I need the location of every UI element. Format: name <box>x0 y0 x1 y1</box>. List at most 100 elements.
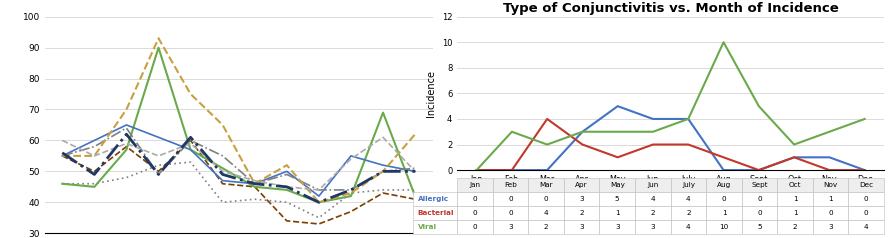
Viral <box>506 130 517 133</box>
2010 <box>57 182 68 185</box>
Line: 2007: 2007 <box>63 38 415 202</box>
Bacterial <box>542 118 553 120</box>
2006 <box>249 179 260 182</box>
2013 <box>217 173 228 176</box>
Bacterial <box>647 143 658 146</box>
2010 <box>154 46 164 49</box>
Line: 2013: 2013 <box>63 134 415 202</box>
2012 <box>313 216 324 219</box>
2007 <box>217 124 228 126</box>
Allergic <box>683 118 694 120</box>
Viral <box>789 143 799 146</box>
Line: 2006: 2006 <box>63 137 415 190</box>
2010 <box>249 185 260 188</box>
Bacterial <box>824 169 835 172</box>
2009 <box>154 136 164 139</box>
2010 <box>378 111 388 114</box>
2013 <box>57 151 68 154</box>
2007 <box>185 93 196 95</box>
2009 <box>57 154 68 157</box>
2013 <box>281 185 292 188</box>
Viral <box>613 130 623 133</box>
2013 <box>185 136 196 139</box>
2012 <box>121 176 132 179</box>
2006 <box>346 158 356 160</box>
2007 <box>154 37 164 40</box>
2011 <box>378 192 388 194</box>
2008 <box>185 139 196 142</box>
2013 <box>346 188 356 191</box>
Allergic <box>472 169 482 172</box>
2010 <box>121 148 132 151</box>
2006 <box>378 136 388 139</box>
2007 <box>121 108 132 111</box>
Bacterial <box>718 156 729 159</box>
2007 <box>89 154 100 157</box>
2009 <box>121 124 132 126</box>
Allergic <box>506 169 517 172</box>
2013 <box>154 173 164 176</box>
Viral <box>859 118 870 120</box>
2009 <box>378 164 388 167</box>
2006 <box>281 185 292 188</box>
2008 <box>346 188 356 191</box>
2012 <box>217 201 228 204</box>
2008 <box>313 188 324 191</box>
2011 <box>89 170 100 173</box>
2007 <box>346 192 356 194</box>
2011 <box>185 139 196 142</box>
2012 <box>154 164 164 167</box>
Line: Allergic: Allergic <box>477 106 864 170</box>
Bacterial <box>754 169 764 172</box>
Line: 2012: 2012 <box>63 162 415 218</box>
2011 <box>249 185 260 188</box>
Viral <box>472 169 482 172</box>
Viral <box>683 118 694 120</box>
Allergic <box>613 105 623 108</box>
2007 <box>281 164 292 167</box>
2008 <box>57 154 68 157</box>
2006 <box>154 154 164 157</box>
Viral <box>754 105 764 108</box>
Line: 2009: 2009 <box>63 125 415 196</box>
2011 <box>281 219 292 222</box>
2009 <box>249 182 260 185</box>
2006 <box>57 139 68 142</box>
2011 <box>313 223 324 225</box>
Allergic <box>859 169 870 172</box>
Bacterial <box>789 156 799 159</box>
2012 <box>89 182 100 185</box>
Line: Bacterial: Bacterial <box>477 119 864 170</box>
Allergic <box>647 118 658 120</box>
2010 <box>185 148 196 151</box>
2012 <box>281 201 292 204</box>
2013 <box>410 170 421 173</box>
2013 <box>89 173 100 176</box>
Line: 2011: 2011 <box>63 140 415 224</box>
Allergic <box>754 169 764 172</box>
2009 <box>313 195 324 198</box>
Bacterial <box>683 143 694 146</box>
2006 <box>89 154 100 157</box>
Bacterial <box>613 156 623 159</box>
2006 <box>410 170 421 173</box>
Bacterial <box>577 143 588 146</box>
Allergic <box>789 156 799 159</box>
Bacterial <box>859 169 870 172</box>
2008 <box>89 145 100 148</box>
Title: Type of Conjunctivitis vs. Month of Incidence: Type of Conjunctivitis vs. Month of Inci… <box>503 2 839 15</box>
2008 <box>410 167 421 170</box>
Line: 2008: 2008 <box>63 128 415 190</box>
2006 <box>121 142 132 145</box>
2013 <box>121 133 132 136</box>
Viral <box>542 143 553 146</box>
2008 <box>121 127 132 129</box>
2009 <box>217 179 228 182</box>
Allergic <box>824 156 835 159</box>
2007 <box>313 201 324 204</box>
2011 <box>154 170 164 173</box>
2009 <box>89 139 100 142</box>
Viral <box>647 130 658 133</box>
2006 <box>313 188 324 191</box>
2010 <box>410 195 421 198</box>
